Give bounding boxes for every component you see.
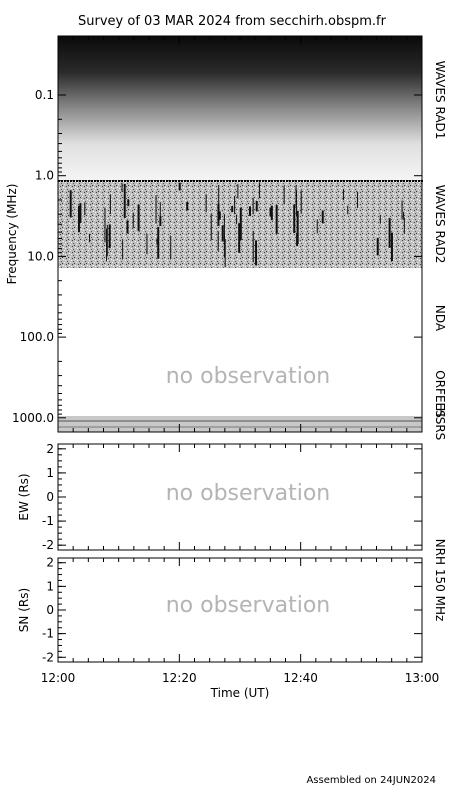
y-tick-label: 1 — [46, 466, 54, 480]
assembled-footer: Assembled on 24JUN2024 — [306, 775, 436, 786]
ew-y-ticks: -2 -1 0 1 2 — [42, 442, 422, 552]
time-tick-label: 12:20 — [162, 671, 197, 685]
spectrum-y-tick-label: 0.1 — [35, 88, 54, 102]
ew-y-label: EW (Rs) — [17, 473, 31, 520]
y-tick-label: 0 — [46, 490, 54, 504]
y-tick-label: 2 — [46, 442, 54, 456]
band-label: ORFEES — [433, 370, 447, 417]
rad1-spectrum — [58, 36, 422, 180]
spectrum-x-ticks — [57, 36, 423, 432]
y-tick-label: 1 — [46, 579, 54, 593]
sn-y-label: SN (Rs) — [17, 588, 31, 632]
spectrum-no-observation: no observation — [166, 364, 331, 389]
spectrum-y-tick-label: 10.0 — [27, 249, 54, 263]
sn-panel: -2 -1 0 1 2 SN (Rs) no observation — [17, 556, 423, 664]
spectrum-y-tick-label: 1000.0 — [12, 411, 54, 425]
y-tick-label: 0 — [46, 603, 54, 617]
time-tick-label: 12:00 — [41, 671, 76, 685]
y-tick-label: -1 — [42, 514, 54, 528]
y-tick-label: -2 — [42, 538, 54, 552]
y-tick-label: -1 — [42, 627, 54, 641]
figure-title: Survey of 03 MAR 2024 from secchirh.obsp… — [78, 14, 387, 29]
spectrum-y-ticks: 0.1 1.0 10.0 100.0 1000.0 — [12, 88, 422, 425]
time-tick-label: 12:40 — [283, 671, 318, 685]
nrh-label: NRH 150 MHz — [433, 539, 447, 622]
sn-no-observation: no observation — [166, 593, 331, 618]
radio-bursts — [58, 180, 423, 267]
spectrum-y-tick-label: 100.0 — [20, 330, 54, 344]
x-axis-label: Time (UT) — [210, 686, 270, 700]
sn-x-ticks — [57, 558, 423, 662]
spectrum-y-label: Frequency (MHz) — [5, 184, 19, 285]
y-tick-label: 2 — [46, 556, 54, 570]
band-label: HSRS — [433, 408, 447, 441]
time-tick-label: 13:00 — [405, 671, 440, 685]
ew-x-ticks — [57, 444, 423, 550]
spectrum-y-tick-label: 1.0 — [35, 169, 54, 183]
band-label: NDA — [433, 305, 447, 332]
ew-panel: -2 -1 0 1 2 EW (Rs) no observation — [17, 442, 423, 552]
band-label: WAVES RAD1 — [433, 61, 447, 140]
spectrum-panel: 0.1 1.0 10.0 100.0 1000.0 Frequency (MHz) no… — [5, 35, 447, 441]
y-tick-label: -2 — [42, 650, 54, 664]
ew-no-observation: no observation — [166, 481, 331, 506]
sn-y-ticks: -2 -1 0 1 2 — [42, 556, 422, 664]
band-label: WAVES RAD2 — [433, 185, 447, 264]
time-axis-labels: 12:00 12:20 12:40 13:00 — [41, 671, 440, 685]
